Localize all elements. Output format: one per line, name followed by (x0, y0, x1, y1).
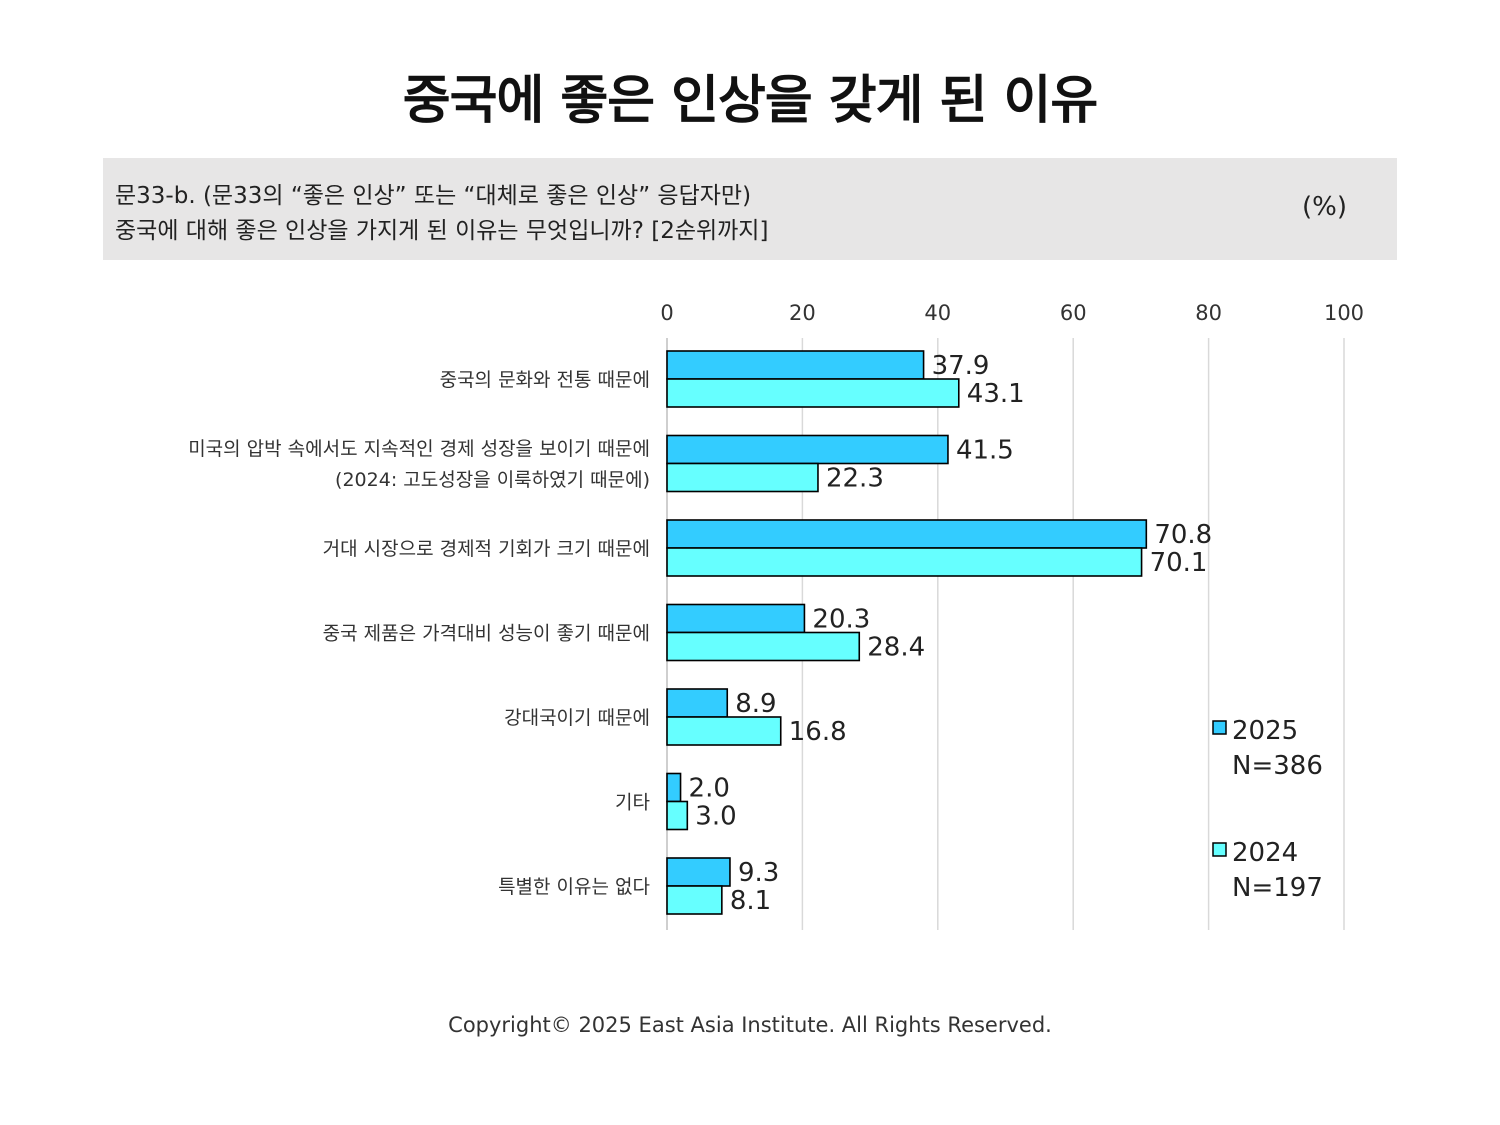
data-label-2024: 16.8 (789, 717, 847, 747)
bar-chart: 0 20 40 60 80 100 37.943.1 중국의 문화와 전통 때문에 41.5 22… (188, 301, 1364, 930)
category-label: 중국의 문화와 전통 때문에 (440, 369, 650, 391)
category-label: 기타 (615, 792, 650, 814)
bar-2025 (666, 350, 925, 380)
legend-label-2025: 2025 (1232, 716, 1298, 746)
x-tick-label: 0 (660, 301, 673, 325)
bar-2024 (666, 631, 861, 662)
chart-title: 중국에 좋은 인상을 갖게 된 이유 (402, 71, 1098, 131)
data-label-2025: 37.9 (932, 351, 990, 381)
bar-2024 (666, 378, 960, 408)
x-tick-label: 60 (1060, 301, 1087, 325)
question-box: 문33-b. (문33의 “좋은 인상” 또는 “대체로 좋은 인상” 응답자만… (103, 158, 1397, 260)
category-label: (2024: 고도성장을 이룩하였기 때문에) (335, 469, 650, 491)
data-label-2025: 2.0 (689, 774, 730, 804)
bar-2024 (666, 800, 689, 831)
bar-2025 (666, 603, 806, 634)
data-label-2025: 20.3 (812, 605, 870, 635)
bar-2025 (666, 434, 949, 465)
bar-2025 (666, 519, 1148, 549)
bar-2025 (666, 772, 682, 803)
data-label-2025: 70.8 (1154, 520, 1212, 550)
x-tick-label: 20 (789, 301, 816, 325)
data-label-2025: 8.9 (735, 689, 776, 719)
data-label-2025: 9.3 (738, 858, 779, 888)
category-label: 미국의 압박 속에서도 지속적인 경제 성장을 보이기 때문에 (188, 438, 650, 460)
x-tick-label: 100 (1324, 301, 1364, 325)
data-label-2024: 70.1 (1150, 548, 1208, 578)
legend-sample-2025: N=386 (1232, 751, 1323, 781)
data-label-2024: 43.1 (967, 379, 1025, 409)
data-label-2024: 3.0 (695, 802, 736, 832)
data-label-2024: 22.3 (826, 464, 884, 494)
data-label-2024: 28.4 (867, 633, 925, 663)
category-label: 강대국이기 때문에 (504, 707, 650, 729)
copyright-notice: Copyright© 2025 East Asia Institute. All… (448, 1013, 1052, 1037)
bar-2025 (666, 688, 729, 718)
category-label: 거대 시장으로 경제적 기회가 크기 때문에 (323, 538, 650, 560)
bar-2024 (666, 547, 1143, 577)
legend-swatch-2024 (1212, 842, 1227, 857)
question-line-1: 문33-b. (문33의 “좋은 인상” 또는 “대체로 좋은 인상” 응답자만… (115, 183, 752, 209)
data-label-2025: 41.5 (956, 436, 1014, 466)
category-label: 중국 제품은 가격대비 성능이 좋기 때문에 (323, 623, 650, 645)
bar-2024 (666, 885, 723, 915)
legend-swatch-2025 (1212, 720, 1227, 735)
question-line-2: 중국에 대해 좋은 인상을 가지게 된 이유는 무엇입니까? [2순위까지] (115, 218, 769, 244)
data-label-2024: 8.1 (730, 886, 771, 916)
unit-label: (%) (1302, 192, 1347, 222)
x-tick-label: 40 (924, 301, 951, 325)
bar-2024 (666, 716, 782, 746)
legend-label-2024: 2024 (1232, 838, 1298, 868)
x-tick-label: 80 (1195, 301, 1222, 325)
bar-2024 (666, 462, 819, 493)
category-label: 특별한 이유는 없다 (498, 876, 650, 898)
bar-2025 (666, 857, 731, 887)
legend-sample-2024: N=197 (1232, 873, 1323, 903)
